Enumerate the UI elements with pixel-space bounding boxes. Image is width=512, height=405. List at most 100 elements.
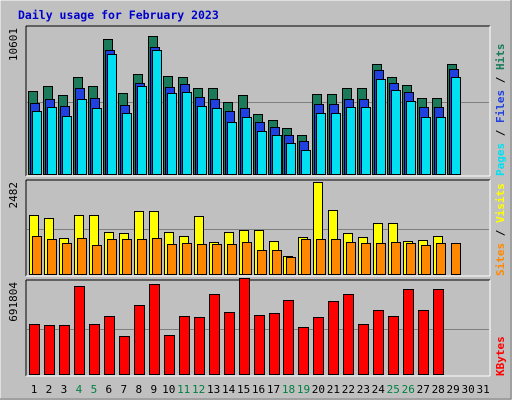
bar-pages xyxy=(376,79,386,175)
x-tick-label: 29 xyxy=(447,383,460,396)
bar-kbytes xyxy=(224,312,235,375)
legend-label-visits: Visits xyxy=(494,183,507,223)
x-tick-label: 17 xyxy=(267,383,280,396)
bar-sites xyxy=(451,243,461,275)
bar-sites xyxy=(92,245,102,275)
y-max-label: 10601 xyxy=(7,28,20,61)
bar-kbytes xyxy=(269,313,280,375)
bar-kbytes xyxy=(89,324,100,375)
x-tick-label: 24 xyxy=(372,383,386,396)
bar-sites xyxy=(197,244,207,275)
bar-sites xyxy=(391,242,401,275)
x-tick-label: 7 xyxy=(121,383,128,396)
bar-pages xyxy=(451,77,461,175)
x-tick-label: 9 xyxy=(150,383,157,396)
bar-sites xyxy=(152,238,162,275)
legend-separator: / xyxy=(494,70,507,90)
x-tick-label: 28 xyxy=(432,383,445,396)
bar-kbytes xyxy=(254,315,265,375)
bar-pages xyxy=(301,150,311,175)
bar-pages xyxy=(316,113,326,175)
x-tick-label: 4 xyxy=(76,383,83,396)
bar-sites xyxy=(62,243,72,275)
legend-label-kbytes: KBytes xyxy=(494,336,507,376)
x-tick-label: 27 xyxy=(417,383,430,396)
bar-pages xyxy=(62,116,72,175)
bar-sites xyxy=(331,239,341,275)
x-tick-label: 16 xyxy=(252,383,265,396)
x-tick-label: 25 xyxy=(387,383,400,396)
bar-pages xyxy=(107,54,117,175)
bar-kbytes xyxy=(298,327,309,375)
bar-sites xyxy=(182,243,192,275)
bar-kbytes xyxy=(328,301,339,375)
bar-kbytes xyxy=(239,278,250,375)
bar-sites xyxy=(272,250,282,275)
bar-sites xyxy=(137,239,147,275)
bar-kbytes xyxy=(29,324,40,375)
bar-pages xyxy=(272,135,282,175)
bar-sites xyxy=(376,243,386,275)
x-tick-label: 14 xyxy=(222,383,236,396)
bar-sites xyxy=(286,257,296,275)
bar-pages xyxy=(391,90,401,175)
x-tick-label: 20 xyxy=(312,383,325,396)
bar-sites xyxy=(227,244,237,275)
chart-title: Daily usage for February 2023 xyxy=(18,8,219,22)
x-tick-label: 3 xyxy=(61,383,68,396)
bar-pages xyxy=(137,86,147,175)
bar-pages xyxy=(122,113,132,175)
bar-kbytes xyxy=(59,325,70,375)
x-tick-label: 13 xyxy=(207,383,220,396)
x-tick-label: 10 xyxy=(162,383,175,396)
bar-pages xyxy=(92,108,102,175)
bar-sites xyxy=(301,239,311,275)
y-max-label: 691804 xyxy=(7,282,20,322)
panel-visits-sites: 2482 Sites / Visits xyxy=(7,179,507,277)
x-tick-label: 5 xyxy=(91,383,98,396)
bar-kbytes xyxy=(388,316,399,375)
bar-kbytes xyxy=(358,324,369,375)
bar-kbytes xyxy=(44,325,55,375)
bar-pages xyxy=(346,107,356,175)
bar-pages xyxy=(331,113,341,175)
x-tick-label: 22 xyxy=(342,383,355,396)
bar-kbytes xyxy=(74,286,85,375)
x-tick-label: 31 xyxy=(476,383,489,396)
legend-pages-files-hits: Pages / Files / Hits xyxy=(494,44,507,177)
bar-kbytes xyxy=(164,335,175,375)
x-tick-label: 8 xyxy=(135,383,142,396)
x-tick-label: 15 xyxy=(237,383,250,396)
bar-kbytes xyxy=(179,316,190,375)
legend-label-pages: Pages xyxy=(494,143,507,176)
bar-pages xyxy=(32,111,42,175)
bar-pages xyxy=(361,107,371,175)
bar-pages xyxy=(421,117,431,175)
bar-kbytes xyxy=(283,300,294,375)
bar-sites xyxy=(32,236,42,275)
x-tick-label: 19 xyxy=(297,383,310,396)
bar-sites xyxy=(421,245,431,275)
bar-pages xyxy=(167,93,177,175)
bar-kbytes xyxy=(149,284,160,375)
bar-pages xyxy=(436,117,446,175)
bar-pages xyxy=(257,131,267,175)
bar-kbytes xyxy=(343,294,354,375)
x-tick-label: 30 xyxy=(462,383,475,396)
bar-pages xyxy=(47,107,57,175)
bar-pages xyxy=(182,92,192,175)
bar-sites xyxy=(361,243,371,275)
bar-sites xyxy=(47,239,57,275)
bar-kbytes xyxy=(134,305,145,375)
x-tick-label: 21 xyxy=(327,383,340,396)
bar-kbytes xyxy=(403,289,414,375)
chart-panels: 10601 Pages / Files / Hits 2482 Sites / Vis… xyxy=(7,25,507,377)
bar-kbytes xyxy=(418,310,429,375)
x-tick-label: 6 xyxy=(106,383,113,396)
bar-pages xyxy=(212,108,222,175)
x-tick-label: 12 xyxy=(192,383,205,396)
x-axis-labels: 1 2 3 4 5 6 7 8 9 10 11 12 13 14 15 16 17 18 19 20 21 22 23 24 2… xyxy=(31,383,490,396)
x-tick-label: 23 xyxy=(357,383,370,396)
legend-label-hits: Hits xyxy=(494,44,507,71)
